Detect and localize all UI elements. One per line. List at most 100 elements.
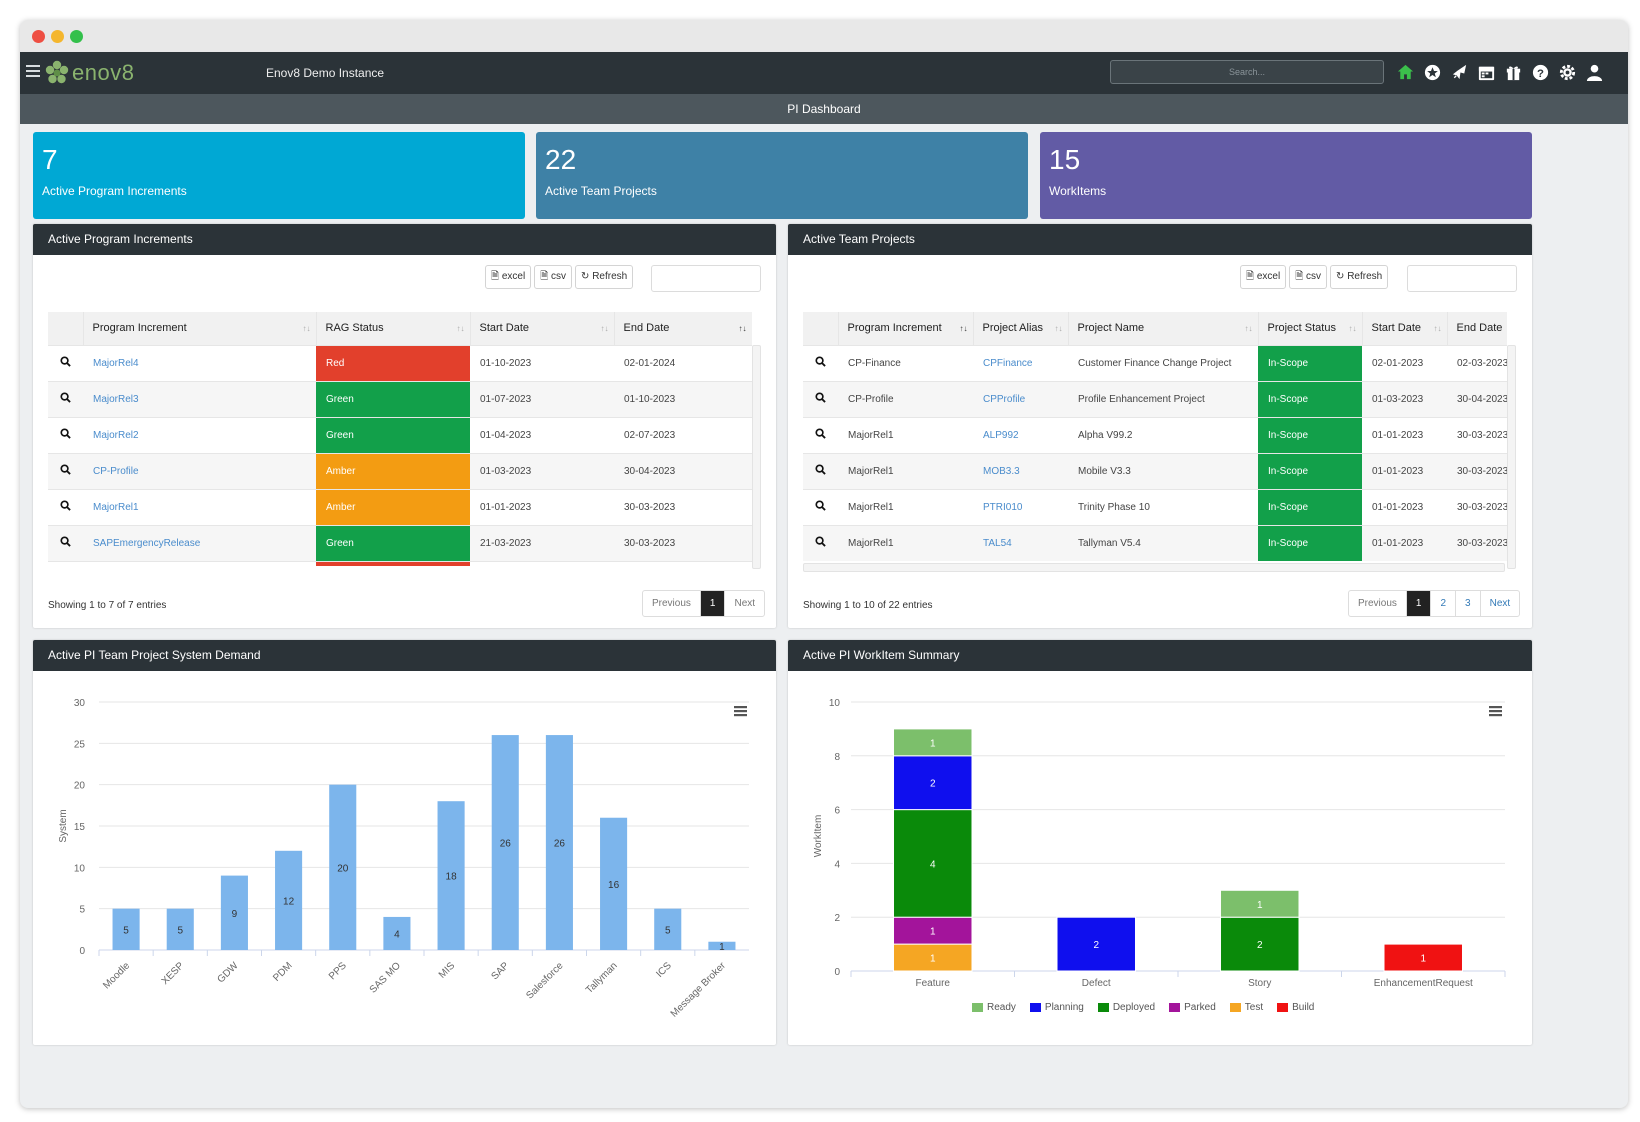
col-project-alias[interactable]: Project Alias ↑↓	[973, 312, 1069, 345]
vertical-scrollbar[interactable]	[752, 345, 761, 569]
page-1-button[interactable]: 1	[1406, 591, 1432, 616]
cell-start-date: 01-10-2023	[470, 344, 614, 381]
calendar-icon[interactable]	[1477, 63, 1496, 82]
cell-rag-status: Green	[316, 380, 470, 417]
table-row[interactable]: MajorRel1 PTRI010 Trinity Phase 10 In-Scope…	[803, 488, 1507, 525]
table-row[interactable]: MajorRel3 Green 01-07-2023 01-10-2023	[48, 380, 752, 417]
tile-active-program-increments[interactable]: 7 Active Program Increments	[33, 132, 525, 219]
close-window-button[interactable]	[32, 30, 45, 43]
table-row[interactable]: MajorRel1 ALP992 Alpha V99.2 In-Scope 01-01-…	[803, 416, 1507, 453]
chart-menu-icon[interactable]	[734, 706, 747, 717]
project-alias-link[interactable]: CPProfile	[983, 393, 1026, 405]
previous-page-button[interactable]: Previous	[643, 591, 701, 616]
view-row-button[interactable]	[48, 380, 83, 417]
table-search-input[interactable]	[1407, 265, 1517, 292]
chart-menu-icon[interactable]	[1489, 706, 1502, 717]
program-increment-link[interactable]: MajorRel3	[93, 393, 139, 405]
previous-page-button[interactable]: Previous	[1349, 591, 1407, 616]
view-row-button[interactable]	[803, 380, 838, 417]
col-rag-status[interactable]: RAG Status ↑↓	[316, 312, 471, 345]
home-icon[interactable]	[1396, 63, 1415, 82]
panel-active-program-increments: Active Program Increments 🗎 excel 🗎 csv …	[33, 224, 776, 628]
project-alias-link[interactable]: CPFinance	[983, 357, 1033, 369]
bar-segment-planning	[1056, 916, 1136, 972]
gear-icon[interactable]	[1558, 63, 1577, 82]
search-input[interactable]: Search...	[1110, 60, 1384, 84]
project-alias-link[interactable]: TAL54	[983, 537, 1012, 549]
minimize-window-button[interactable]	[51, 30, 64, 43]
rocket-icon[interactable]	[1450, 63, 1469, 82]
program-increment-link[interactable]: CP-Profile	[93, 465, 139, 477]
bar-sap	[491, 735, 519, 950]
legend-item-build[interactable]: Build	[1277, 1002, 1314, 1013]
table-row[interactable]: CP-Profile CPProfile Profile Enhancement P…	[803, 380, 1507, 417]
data-label: 4	[394, 929, 400, 940]
view-row-button[interactable]	[803, 344, 838, 381]
view-row-button[interactable]	[48, 416, 83, 453]
col-start-date[interactable]: Start Date ↑↓	[1362, 312, 1448, 345]
program-increment-link[interactable]: SAPEmergencyRelease	[93, 537, 201, 549]
table-row[interactable]: MajorRel1 Amber 01-01-2023 30-03-2023	[48, 488, 752, 525]
export-csv-button[interactable]: 🗎 csv	[1289, 265, 1328, 289]
export-csv-button[interactable]: 🗎 csv	[534, 265, 573, 289]
tile-workitems[interactable]: 15 WorkItems	[1040, 132, 1532, 219]
help-icon[interactable]: ?	[1531, 63, 1550, 82]
menu-icon[interactable]	[26, 65, 40, 67]
table-row[interactable]: MajorRel1 TAL54 Tallyman V5.4 In-Scope 01-01…	[803, 524, 1507, 561]
bar-segment-deployed	[1220, 916, 1300, 972]
maximize-window-button[interactable]	[70, 30, 83, 43]
brand-logo[interactable]: enov8	[44, 59, 134, 87]
vertical-scrollbar[interactable]	[1507, 345, 1516, 569]
table-search-input[interactable]	[651, 265, 761, 292]
horizontal-scrollbar[interactable]	[803, 563, 1505, 572]
program-increment-link[interactable]: MajorRel2	[93, 429, 139, 441]
legend-item-parked[interactable]: Parked	[1169, 1002, 1216, 1013]
export-excel-button[interactable]: 🗎 excel	[1240, 265, 1287, 289]
view-row-button[interactable]	[803, 452, 838, 489]
tile-active-team-projects[interactable]: 22 Active Team Projects	[536, 132, 1028, 219]
table-row[interactable]: MajorRel2 Green 01-04-2023 02-07-2023	[48, 416, 752, 453]
next-page-button[interactable]: Next	[1489, 598, 1511, 609]
program-increment-link[interactable]: MajorRel4	[93, 357, 139, 369]
col-program-increment[interactable]: Program Increment ↑↓	[83, 312, 317, 345]
project-alias-link[interactable]: PTRI010	[983, 501, 1023, 513]
x-tick-label: MIS	[437, 960, 458, 981]
next-page-button[interactable]: Next	[734, 598, 756, 609]
page-3-button[interactable]: 3	[1456, 591, 1481, 616]
refresh-button[interactable]: ↻ Refresh	[1330, 265, 1389, 289]
table-row[interactable]: CP-Finance CPFinance Customer Finance Chan…	[803, 344, 1507, 381]
col-end-date[interactable]: End Date↑↓	[614, 312, 752, 345]
col-end-date[interactable]: End Date↑↓	[1447, 312, 1507, 345]
program-increment-link[interactable]: MajorRel1	[93, 501, 139, 513]
bar-mis	[437, 801, 465, 950]
page-1-button[interactable]: 1	[700, 591, 726, 616]
legend-item-deployed[interactable]: Deployed	[1097, 1002, 1155, 1013]
col-project-status[interactable]: Project Status ↑↓	[1258, 312, 1363, 345]
project-alias-link[interactable]: ALP992	[983, 429, 1019, 441]
view-row-button[interactable]	[803, 488, 838, 525]
col-project-name[interactable]: Project Name ↑↓	[1068, 312, 1259, 345]
view-row-button[interactable]	[48, 488, 83, 525]
project-alias-link[interactable]: MOB3.3	[983, 465, 1020, 477]
legend-item-planning[interactable]: Planning	[1029, 1002, 1084, 1013]
view-row-button[interactable]	[48, 344, 83, 381]
view-row-button[interactable]	[48, 452, 83, 489]
view-row-button[interactable]	[803, 524, 838, 561]
table-row[interactable]: CP-Profile Amber 01-03-2023 30-04-2023	[48, 452, 752, 489]
export-excel-button[interactable]: 🗎 excel	[485, 265, 532, 289]
refresh-button[interactable]: ↻ Refresh	[575, 265, 634, 289]
col-program-increment[interactable]: Program Increment ↑↓	[838, 312, 974, 345]
table-row[interactable]: MajorRel1 MOB3.3 Mobile V3.3 In-Scope 01-01-…	[803, 452, 1507, 489]
user-icon[interactable]	[1585, 63, 1604, 82]
star-icon[interactable]	[1423, 63, 1442, 82]
gift-icon[interactable]	[1504, 63, 1523, 82]
legend-item-test[interactable]: Test	[1229, 1002, 1263, 1013]
col-start-date[interactable]: Start Date ↑↓	[470, 312, 615, 345]
table-row-partial	[48, 560, 752, 566]
view-row-button[interactable]	[48, 524, 83, 561]
legend-item-ready[interactable]: Ready	[972, 1002, 1016, 1013]
table-row[interactable]: MajorRel4 Red 01-10-2023 02-01-2024	[48, 344, 752, 381]
table-row[interactable]: SAPEmergencyRelease Green 21-03-2023 30-03-…	[48, 524, 752, 561]
page-2-button[interactable]: 2	[1431, 591, 1457, 616]
view-row-button[interactable]	[803, 416, 838, 453]
